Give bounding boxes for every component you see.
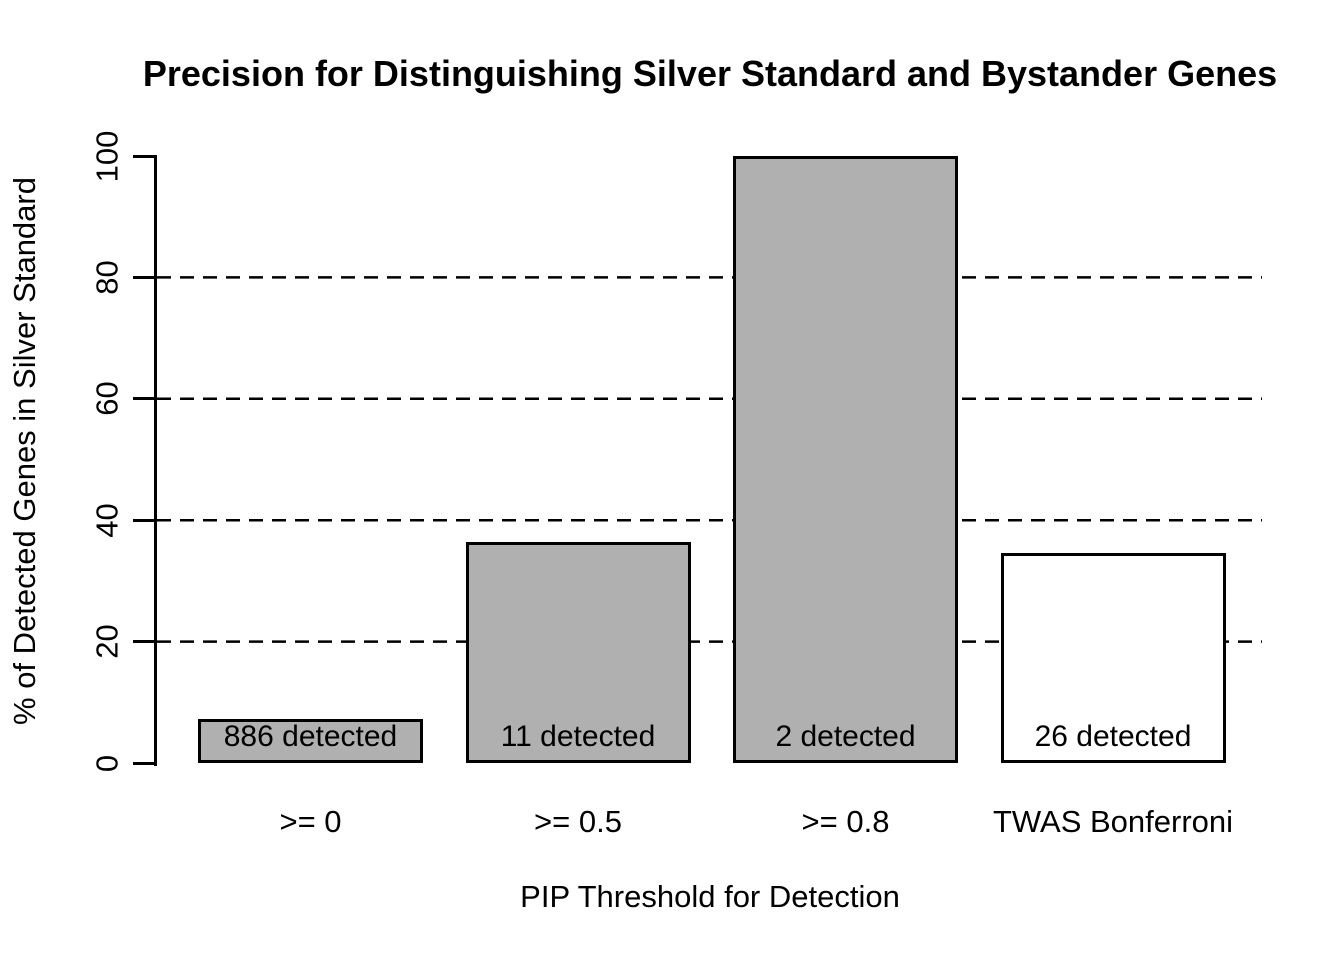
bar-count-label-1: 886 detected bbox=[223, 720, 398, 753]
x-axis-title: PIP Threshold for Detection bbox=[520, 879, 900, 914]
bar-count-label-3: 2 detected bbox=[775, 720, 916, 753]
y-tick-label-20: 20 bbox=[89, 624, 125, 659]
x-category-label-1: >= 0 bbox=[279, 804, 342, 839]
y-tick-label-0: 0 bbox=[89, 754, 125, 772]
y-tick-label-100: 100 bbox=[89, 130, 125, 182]
bar-2 bbox=[465, 542, 691, 763]
y-tick-label-80: 80 bbox=[89, 260, 125, 295]
bar-count-label-2: 11 detected bbox=[500, 720, 656, 753]
y-tick-40 bbox=[133, 518, 157, 522]
y-axis-line bbox=[154, 155, 157, 766]
bar-4 bbox=[1000, 552, 1226, 763]
x-category-label-3: >= 0.8 bbox=[801, 804, 890, 839]
y-tick-80 bbox=[133, 275, 157, 279]
bar-count-label-4: 26 detected bbox=[1034, 720, 1192, 753]
bar-3 bbox=[733, 156, 958, 763]
y-tick-100 bbox=[133, 154, 157, 158]
x-category-label-2: >= 0.5 bbox=[534, 804, 622, 839]
y-tick-label-40: 40 bbox=[89, 502, 125, 538]
x-category-label-4: TWAS Bonferroni bbox=[992, 804, 1234, 839]
bar-1 bbox=[198, 718, 423, 763]
chart-title: Precision for Distinguishing Silver Stan… bbox=[142, 53, 1278, 94]
y-axis-title: % of Detected Genes in Silver Standard bbox=[7, 177, 42, 725]
y-tick-20 bbox=[133, 640, 157, 644]
y-tick-60 bbox=[133, 397, 157, 401]
y-tick-label-60: 60 bbox=[89, 381, 125, 417]
y-tick-0 bbox=[133, 761, 157, 765]
